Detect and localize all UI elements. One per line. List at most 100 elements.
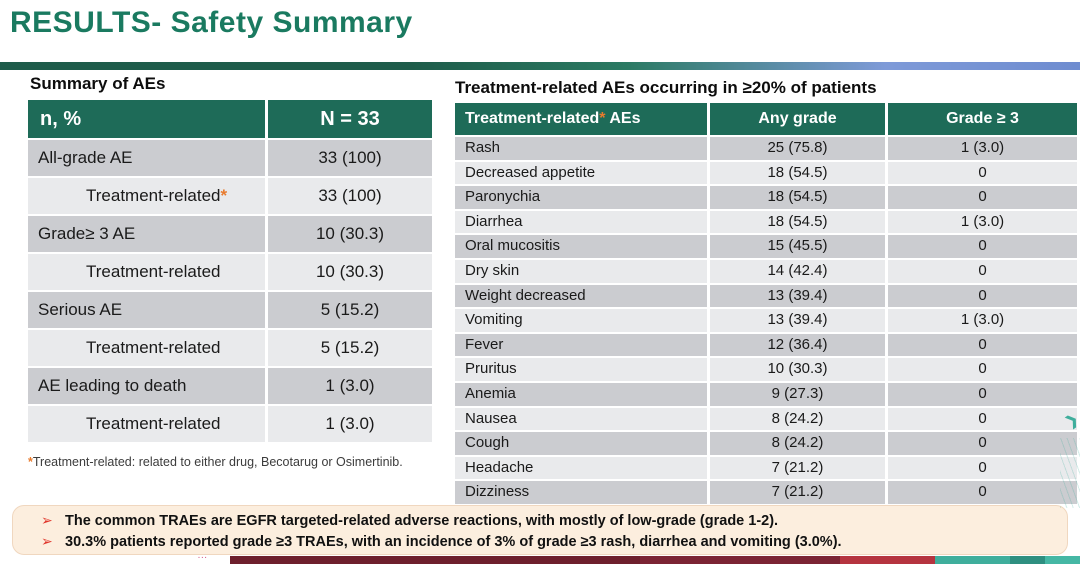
row-label: AE leading to death: [38, 376, 187, 395]
any-grade-value: 7 (21.2): [710, 481, 888, 504]
any-grade-value: 8 (24.2): [710, 407, 888, 431]
grade3-value: 0: [888, 333, 1077, 357]
conclusion-callout: ➢ The common TRAEs are EGFR targeted-rel…: [12, 505, 1068, 555]
arrow-bullet-icon: ➢: [41, 512, 53, 528]
table-row: Grade≥ 3 AE 10 (30.3): [28, 216, 432, 252]
grade3-value: 0: [888, 382, 1077, 406]
any-grade-value: 8 (24.2): [710, 432, 888, 455]
row-label: Grade≥ 3 AE: [38, 224, 136, 243]
bullet-list: ➢ The common TRAEs are EGFR targeted-rel…: [13, 510, 1067, 552]
teal-rays-decoration: [1060, 438, 1080, 508]
row-label: Treatment-related: [86, 338, 221, 357]
any-grade-value: 25 (75.8): [710, 137, 888, 160]
grade3-value: 1 (3.0): [888, 210, 1077, 234]
page-title: RESULTS- Safety Summary: [10, 6, 413, 39]
row-label: All-grade AE: [38, 148, 133, 167]
grade3-value: 0: [888, 259, 1077, 283]
table-row: Rash 25 (75.8) 1 (3.0): [455, 137, 1077, 160]
summary-table-title: Summary of AEs: [30, 74, 166, 93]
table-row: Treatment-related 1 (3.0): [28, 406, 432, 442]
any-grade-value: 9 (27.3): [710, 382, 888, 406]
table-row: Vomiting 13 (39.4) 1 (3.0): [455, 309, 1077, 332]
ae-name: Anemia: [455, 382, 710, 406]
footnote-asterisk: *: [28, 455, 33, 469]
arrow-bullet-icon: ➢: [41, 533, 53, 549]
orange-asterisk: *: [220, 186, 228, 205]
table-row: Treatment-related 5 (15.2): [28, 330, 432, 366]
footnote: *Treatment-related: related to either dr…: [28, 455, 403, 469]
any-grade-value: 13 (39.4): [710, 309, 888, 332]
table-row: All-grade AE 33 (100): [28, 140, 432, 176]
ae-name: Fever: [455, 333, 710, 357]
row-label: Treatment-related: [86, 186, 221, 205]
row-value: 33 (100): [268, 140, 432, 176]
summary-table-header-row: n, % N = 33: [28, 100, 432, 138]
trae-table-body: Rash 25 (75.8) 1 (3.0) Decreased appetit…: [455, 137, 1077, 504]
row-label: Treatment-related: [86, 262, 221, 281]
ae-name: Dizziness: [455, 481, 710, 504]
grade3-value: 0: [888, 186, 1077, 209]
ae-name: Headache: [455, 456, 710, 480]
bottom-strip-teal-dark: [1010, 556, 1045, 564]
trae-header-any-grade: Any grade: [710, 103, 888, 135]
ae-name: Dry skin: [455, 259, 710, 283]
table-row: Headache 7 (21.2) 0: [455, 456, 1077, 480]
ae-name: Nausea: [455, 407, 710, 431]
grade3-value: 0: [888, 161, 1077, 185]
trae-table-header-row: Treatment-related* AEs Any grade Grade ≥…: [455, 103, 1077, 135]
trae-header-grade3: Grade ≥ 3: [946, 110, 1019, 127]
row-value: 1 (3.0): [268, 406, 432, 442]
grade3-value: 0: [888, 407, 1077, 431]
ae-name: Paronychia: [455, 186, 710, 209]
ae-name: Vomiting: [455, 309, 710, 332]
trae-header-ae: Treatment-related* AEs: [455, 103, 710, 135]
bullet-text: 30.3% patients reported grade ≥3 TRAEs, …: [65, 533, 842, 550]
title-divider-rule: [0, 62, 1080, 70]
table-row: Cough 8 (24.2) 0: [455, 432, 1077, 455]
any-grade-value: 18 (54.5): [710, 161, 888, 185]
any-grade-value: 15 (45.5): [710, 235, 888, 258]
bottom-strip-maroon: [230, 556, 640, 564]
ae-name: Decreased appetite: [455, 161, 710, 185]
grade3-value: 0: [888, 481, 1077, 504]
table-row: Dry skin 14 (42.4) 0: [455, 259, 1077, 283]
any-grade-value: 18 (54.5): [710, 210, 888, 234]
ae-name: Oral mucositis: [455, 235, 710, 258]
grade3-value: 0: [888, 358, 1077, 381]
trae-table: Treatment-related* AEs Any grade Grade ≥…: [455, 103, 1077, 504]
ae-name: Rash: [455, 137, 710, 160]
table-row: Nausea 8 (24.2) 0: [455, 407, 1077, 431]
table-row: Serious AE 5 (15.2): [28, 292, 432, 328]
summary-header-n33: N = 33: [320, 108, 380, 130]
ae-name: Weight decreased: [455, 284, 710, 308]
grade3-value: 0: [888, 284, 1077, 308]
cutoff-text-fragment: ···: [198, 555, 208, 562]
table-row: Diarrhea 18 (54.5) 1 (3.0): [455, 210, 1077, 234]
any-grade-value: 14 (42.4): [710, 259, 888, 283]
table-row: Paronychia 18 (54.5) 0: [455, 186, 1077, 209]
row-value: 10 (30.3): [268, 254, 432, 290]
bullet-text: The common TRAEs are EGFR targeted-relat…: [65, 512, 779, 529]
ae-name: Diarrhea: [455, 210, 710, 234]
any-grade-value: 18 (54.5): [710, 186, 888, 209]
table-row: Weight decreased 13 (39.4) 0: [455, 284, 1077, 308]
grade3-value: 0: [888, 456, 1077, 480]
bottom-strip-maroon2: [640, 556, 840, 564]
any-grade-value: 10 (30.3): [710, 358, 888, 381]
table-row: AE leading to death 1 (3.0): [28, 368, 432, 404]
table-row: Decreased appetite 18 (54.5) 0: [455, 161, 1077, 185]
summary-table-body: All-grade AE 33 (100) Treatment-related*…: [28, 140, 432, 442]
orange-asterisk: *: [599, 110, 606, 127]
table-row: Oral mucositis 15 (45.5) 0: [455, 235, 1077, 258]
any-grade-value: 12 (36.4): [710, 333, 888, 357]
row-value: 5 (15.2): [268, 330, 432, 366]
row-value: 5 (15.2): [268, 292, 432, 328]
grade3-value: 0: [888, 432, 1077, 455]
grade3-value: 0: [888, 235, 1077, 258]
table-row: Anemia 9 (27.3) 0: [455, 382, 1077, 406]
grade3-value: 1 (3.0): [888, 137, 1077, 160]
ae-name: Cough: [455, 432, 710, 455]
bottom-strip-red: [840, 556, 935, 564]
summary-header-n-percent: n, %: [28, 100, 268, 138]
